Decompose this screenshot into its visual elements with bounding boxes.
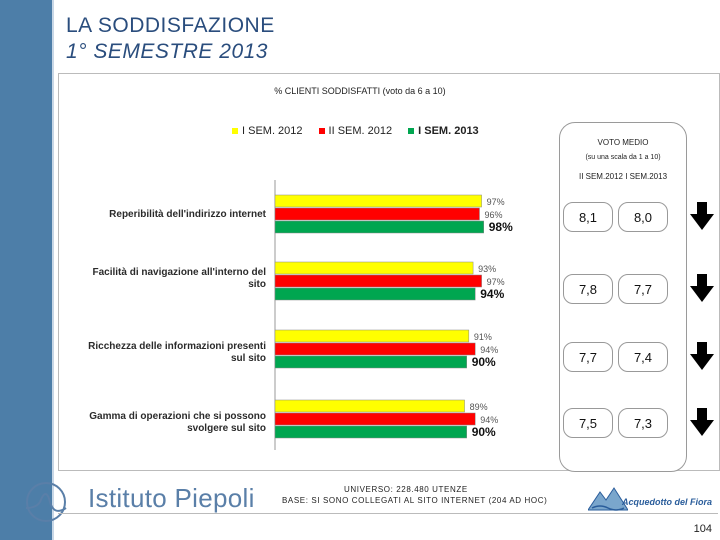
voto-prev-2: 7,7: [563, 342, 613, 372]
category-label-line: Facilità di navigazione all'interno del: [92, 267, 266, 278]
piepoli-logo-text: Istituto Piepoli: [88, 483, 255, 513]
legend-item-sem2-2012: II SEM. 2012: [318, 125, 393, 137]
category-label-line: svolgere sul sito: [187, 423, 266, 434]
footer-notes: UNIVERSO: 228.480 UTENZE BASE: SI SONO C…: [282, 484, 547, 506]
legend-item-sem1-2012: I SEM. 2012: [232, 125, 303, 137]
arrow-down-icon: [690, 342, 714, 370]
category-label-1: Facilità di navigazione all'interno del …: [56, 267, 266, 291]
acquedotto-logo-text: Acquedotto del Fiora: [622, 497, 712, 507]
page-subtitle: 1° SEMESTRE 2013: [66, 40, 268, 63]
category-label-line: Ricchezza delle informazioni presenti: [88, 341, 266, 352]
category-label-3: Gamma di operazioni che si possono svolg…: [56, 411, 266, 435]
category-label-line: sito: [248, 279, 266, 290]
page-title: LA SODDISFAZIONE: [66, 14, 275, 37]
arrow-down-icon: [690, 408, 714, 436]
legend-label: I SEM. 2012: [242, 125, 303, 137]
chart-title: % CLIENTI SODDISFATTI (voto da 6 a 10): [274, 86, 446, 96]
voto-medio-columns: II SEM.2012 I SEM.2013: [578, 172, 668, 181]
universo-text: UNIVERSO: 228.480 UTENZE: [344, 485, 468, 494]
category-label-2: Ricchezza delle informazioni presenti su…: [56, 341, 266, 365]
voto-curr-3: 7,3: [618, 408, 668, 438]
voto-curr-0: 8,0: [618, 202, 668, 232]
legend-swatch: [318, 128, 325, 134]
legend-item-sem1-2013: I SEM. 2013: [408, 125, 479, 137]
voto-curr-1: 7,7: [618, 274, 668, 304]
legend-swatch: [232, 128, 238, 134]
base-text: BASE: SI SONO COLLEGATI AL SITO INTERNET…: [282, 496, 548, 505]
voto-prev-0: 8,1: [563, 202, 613, 232]
legend-label: I SEM. 2013: [418, 125, 479, 137]
voto-curr-2: 7,4: [618, 342, 668, 372]
category-label-line: sul sito: [230, 353, 266, 364]
voto-prev-1: 7,8: [563, 274, 613, 304]
voto-prev-3: 7,5: [563, 408, 613, 438]
footer-divider: [58, 513, 718, 514]
legend-swatch: [408, 128, 415, 134]
page-number: 104: [693, 523, 712, 535]
acquedotto-logo-icon: [588, 487, 628, 511]
legend-label: II SEM. 2012: [328, 125, 393, 137]
arrow-down-icon: [690, 202, 714, 230]
category-label-line: Reperibilità dell'indirizzo internet: [109, 209, 266, 220]
voto-medio-title: VOTO MEDIO: [597, 138, 649, 147]
left-sidebar-band: [0, 0, 52, 540]
category-label-line: Gamma di operazioni che si possono: [89, 411, 266, 422]
arrow-down-icon: [690, 274, 714, 302]
voto-medio-scale: (su una scala da 1 a 10): [585, 154, 661, 161]
category-label-0: Reperibilità dell'indirizzo internet: [56, 209, 266, 221]
piepoli-logo-icon: [25, 482, 67, 522]
chart-legend: I SEM. 2012 II SEM. 2012 I SEM. 2013: [232, 125, 479, 137]
sidebar-edge: [52, 0, 54, 540]
